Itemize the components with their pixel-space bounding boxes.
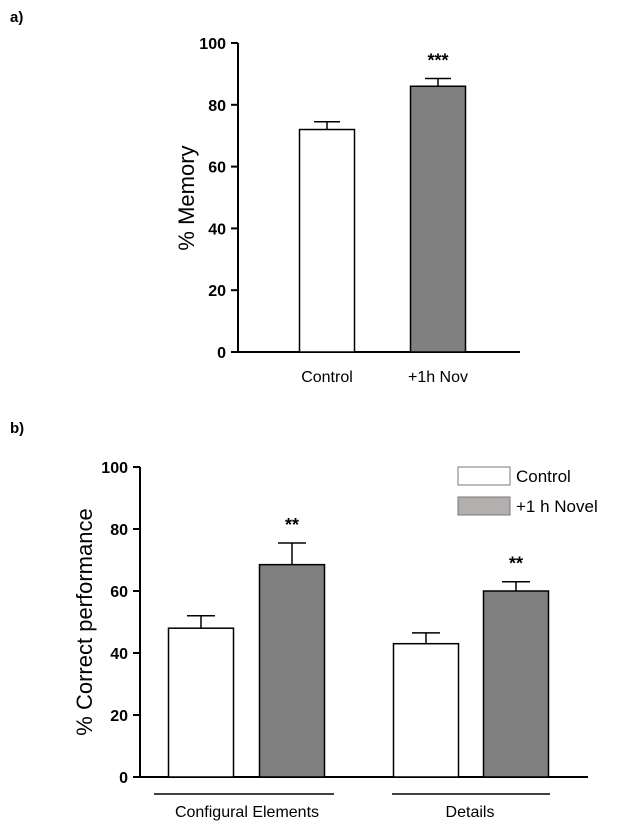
panel-b-y-tick-label: 100	[101, 460, 128, 477]
panel-b-bars: ** **	[167, 515, 550, 778]
panel-a: a) % Memory 0 20 40 60 80 100 *** Control +1h …	[10, 9, 520, 386]
panel-b-label: b)	[10, 420, 24, 437]
panel-b-y-axis-label: % Correct performance	[72, 508, 97, 735]
panel-b-group-label: Details	[446, 804, 495, 821]
panel-b-group-labels: Configural Elements Details	[154, 793, 550, 821]
panel-a-y-tick-label: 20	[208, 283, 226, 300]
panel-a-label: a)	[10, 9, 23, 26]
panel-a-bars: ***	[298, 51, 467, 353]
panel-b-y-tick-label: 0	[119, 770, 128, 787]
panel-b-y-tick-label: 80	[110, 522, 128, 539]
panel-b-legend-swatch	[457, 496, 511, 516]
panel-b: b) % Correct performance 0 20 40 60 80 100 **…	[10, 420, 598, 821]
panel-a-y-axis-label: % Memory	[174, 145, 199, 250]
panel-b-y-tick-label: 20	[110, 708, 128, 725]
panel-b-legend-label: Control	[516, 467, 571, 486]
panel-a-y-tick-label: 40	[208, 221, 226, 238]
panel-a-category-label: Control	[301, 369, 353, 386]
panel-a-category-labels: Control +1h Nov	[301, 369, 468, 386]
panel-b-y-ticks: 0 20 40 60 80 100	[101, 460, 140, 787]
panel-b-y-tick-label: 60	[110, 584, 128, 601]
panel-a-y-tick-label: 0	[217, 345, 226, 362]
panel-b-legend-label: +1 h Novel	[516, 497, 598, 516]
panel-b-y-tick-label: 40	[110, 646, 128, 663]
panel-b-bar	[167, 627, 235, 778]
panel-b-significance-label: **	[285, 515, 299, 535]
panel-a-y-ticks: 0 20 40 60 80 100	[199, 36, 238, 362]
panel-a-bar	[409, 85, 467, 353]
panel-b-bar	[482, 590, 550, 778]
panel-b-legend-swatch	[457, 466, 511, 486]
panel-b-group-label: Configural Elements	[175, 804, 319, 821]
panel-a-y-tick-label: 80	[208, 98, 226, 115]
panel-a-category-label: +1h Nov	[408, 369, 468, 386]
panel-a-y-tick-label: 100	[199, 36, 226, 53]
panel-b-legend: Control +1 h Novel	[457, 466, 598, 516]
panel-b-significance-label: **	[509, 554, 523, 574]
panel-a-significance-label: ***	[427, 51, 448, 71]
panel-b-bar	[392, 642, 460, 778]
panel-a-y-tick-label: 60	[208, 160, 226, 177]
panel-a-axes	[237, 43, 520, 353]
panel-b-bar	[258, 563, 326, 778]
panel-a-bar	[298, 128, 356, 353]
